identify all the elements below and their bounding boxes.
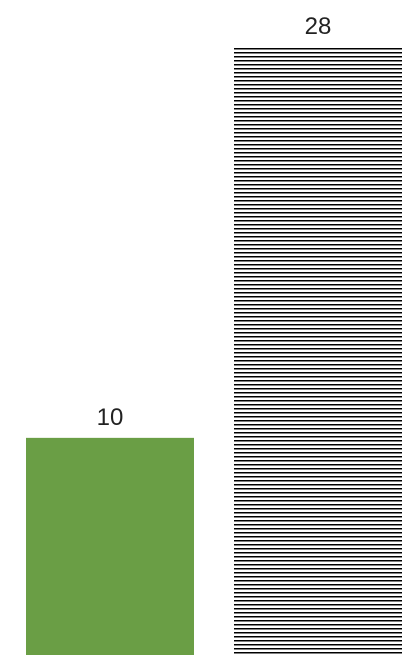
bars-group	[26, 47, 402, 655]
data-label-bar-1: 10	[97, 404, 124, 431]
bar-2	[234, 47, 402, 655]
bar-1	[26, 437, 194, 655]
data-labels-group: 10 28	[97, 13, 332, 431]
data-label-bar-2: 28	[305, 13, 332, 40]
